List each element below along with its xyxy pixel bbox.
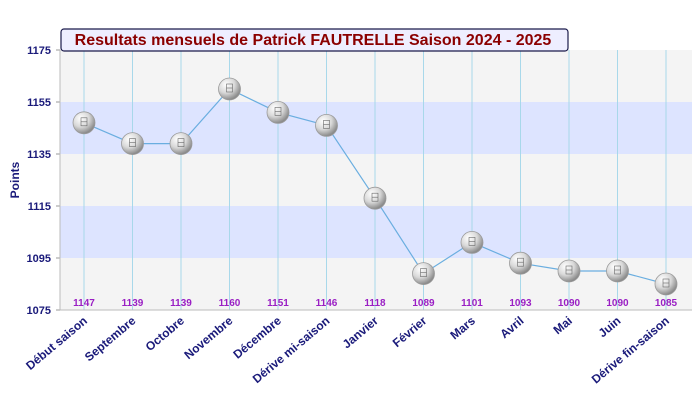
data-point <box>460 230 484 254</box>
data-point-marker <box>72 111 96 135</box>
data-point-marker <box>460 230 484 254</box>
x-tick-label: Avril <box>497 314 526 342</box>
data-label: 1090 <box>606 298 629 309</box>
data-label: 1090 <box>558 298 581 309</box>
data-point-marker <box>121 132 144 156</box>
data-point-marker <box>218 77 241 101</box>
y-tick-label: 1135 <box>27 149 51 161</box>
data-point-marker <box>169 132 193 156</box>
data-label: 1089 <box>412 298 435 309</box>
data-point <box>72 111 96 135</box>
y-axis-label: Points <box>8 161 22 198</box>
data-point <box>606 259 629 283</box>
x-tick-label: Mai <box>551 314 575 338</box>
data-label: 1146 <box>316 298 338 309</box>
data-point <box>363 186 387 210</box>
data-point <box>218 77 241 101</box>
data-point-marker <box>557 259 581 283</box>
data-point <box>121 132 144 156</box>
x-tick-label: Juin <box>596 314 624 341</box>
data-label: 1093 <box>509 298 532 309</box>
data-point <box>654 272 678 296</box>
plot-background <box>60 50 692 310</box>
data-labels-group: 1147 1139 1139 1160 1151 1146 1118 1089 1101 1093… <box>73 298 677 309</box>
data-label: 1147 <box>73 298 95 309</box>
data-point-marker <box>315 114 338 137</box>
data-point-marker <box>266 101 290 124</box>
y-axis: 1175 1155 1135 1115 1095 1075 <box>27 45 692 317</box>
data-point-marker <box>412 262 435 286</box>
data-point <box>557 259 581 283</box>
x-tick-label: Novembre <box>181 313 235 362</box>
chart-title-background <box>60 28 569 52</box>
plot-band <box>60 258 692 310</box>
chart-title: Resultats mensuels de Patrick FAUTRELLE … <box>75 32 552 49</box>
data-point <box>169 132 193 156</box>
y-tick-label: 1175 <box>27 45 51 57</box>
data-label: 1151 <box>267 298 289 309</box>
x-tick-label: Janvier <box>340 313 381 351</box>
data-point <box>315 114 338 137</box>
data-point <box>412 262 435 286</box>
y-tick-label: 1095 <box>27 253 51 265</box>
plot-band <box>60 102 692 154</box>
data-label: 1085 <box>655 298 678 309</box>
x-tick-label: Septembre <box>82 313 139 364</box>
x-tick-label: Mars <box>447 313 478 342</box>
data-point-marker <box>654 272 678 296</box>
data-label: 1139 <box>122 298 144 309</box>
plot-band <box>60 206 692 258</box>
data-label: 1139 <box>170 298 192 309</box>
x-tick-label: Octobre <box>143 313 187 354</box>
x-tick-label: Février <box>390 313 430 350</box>
y-tick-label: 1155 <box>27 97 51 109</box>
plot-band <box>60 50 692 102</box>
chart-title-box: Resultats mensuels de Patrick FAUTRELLE … <box>60 28 569 52</box>
data-point-marker <box>509 251 532 275</box>
data-point-marker <box>363 186 387 210</box>
series-points-group <box>72 77 678 296</box>
data-label: 1118 <box>364 298 386 309</box>
data-point <box>266 101 290 124</box>
data-point-marker <box>606 259 629 283</box>
y-tick-label: 1075 <box>27 305 51 317</box>
x-tick-label: Début saison <box>23 314 90 373</box>
data-label: 1160 <box>219 298 241 309</box>
data-point <box>509 251 532 275</box>
y-tick-label: 1115 <box>28 201 51 213</box>
data-label: 1101 <box>461 298 483 309</box>
